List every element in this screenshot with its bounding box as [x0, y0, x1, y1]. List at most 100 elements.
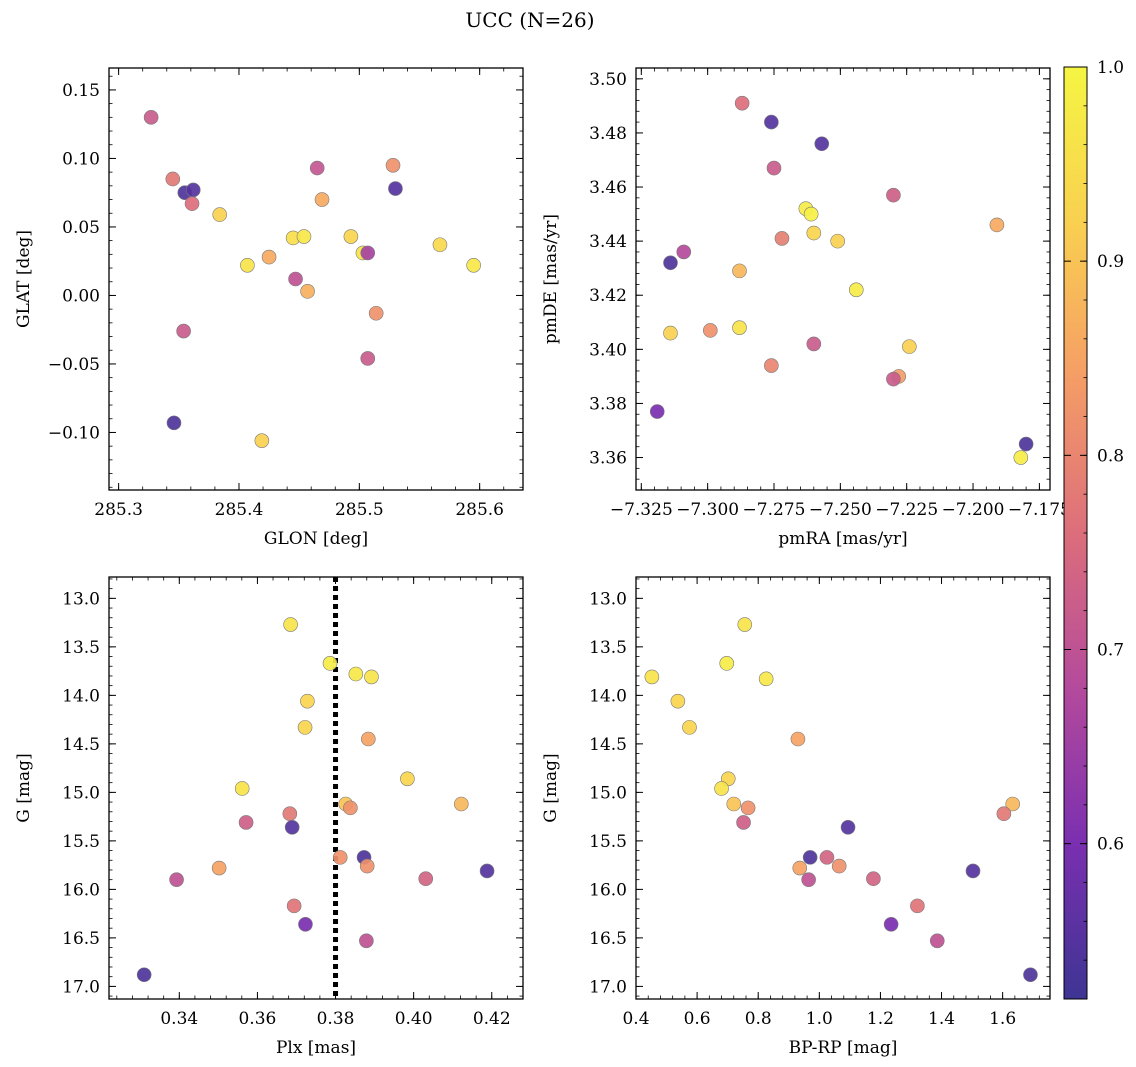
data-point — [803, 206, 819, 222]
data-point — [211, 860, 227, 876]
x-tick-label: 0.8 — [745, 1009, 772, 1029]
data-point — [732, 320, 747, 335]
y-tick-label: 14.5 — [62, 735, 100, 755]
data-point — [314, 192, 330, 207]
data-point — [719, 656, 735, 671]
data-point — [212, 207, 228, 222]
data-point — [234, 781, 250, 796]
axes-frame — [108, 67, 524, 491]
y-axis-label: G [mag] — [14, 753, 34, 822]
data-point — [802, 850, 818, 865]
y-tick-label: 0.10 — [62, 149, 100, 169]
data-point — [136, 967, 152, 983]
y-tick-label: 0.05 — [62, 218, 100, 238]
data-point — [298, 917, 313, 932]
data-point — [714, 781, 729, 796]
data-point — [726, 796, 742, 812]
y-tick-label: 15.0 — [62, 783, 100, 803]
colorbar: 0.6 0.7 0.8 0.9 1.0 — [1063, 58, 1124, 1000]
x-tick-label: −7.250 — [809, 500, 872, 520]
data-point — [766, 160, 782, 176]
data-point — [866, 871, 881, 887]
colorbar-ticks: 0.6 0.7 0.8 0.9 1.0 — [1064, 58, 1124, 1000]
data-point — [361, 731, 376, 747]
data-point — [359, 858, 375, 874]
data-point — [286, 898, 302, 914]
y-tick-label: 3.46 — [589, 178, 627, 198]
data-point — [360, 351, 376, 366]
x-axis-label: BP-RP [mag] — [789, 1038, 898, 1058]
panel-glon-glat: 285.3 285.4 285.5 285.6 −0.10 −0.05 0.00 0.05 0.… — [14, 67, 524, 549]
data-point — [343, 800, 358, 816]
data-point — [283, 617, 298, 632]
axes-frame — [635, 576, 1051, 1000]
data-point — [309, 160, 325, 176]
y-tick-label: 13.5 — [62, 638, 100, 658]
data-point — [703, 323, 718, 338]
data-point — [364, 669, 379, 685]
colorbar-tick-label: 0.7 — [1097, 641, 1124, 661]
y-tick-label: 15.5 — [62, 832, 100, 852]
data-point — [1023, 967, 1038, 983]
colorbar-tick-label: 1.0 — [1097, 58, 1124, 78]
data-point — [902, 339, 917, 354]
panel-pmra-pmde: −7.325 −7.300 −7.275 −7.250 −7.225 −7.200 −7.1… — [541, 67, 1071, 549]
data-point — [296, 229, 312, 244]
y-tick-label: −0.05 — [48, 355, 100, 375]
x-tick-label: 285.4 — [215, 500, 264, 520]
x-tick-label: 0.4 — [622, 1009, 649, 1029]
data-point — [774, 231, 790, 246]
data-point — [360, 245, 376, 261]
data-point — [388, 181, 403, 196]
data-point — [300, 284, 315, 299]
y-tick-label: 14.0 — [589, 686, 627, 706]
data-point — [297, 720, 313, 735]
y-tick-label: 16.5 — [589, 929, 627, 949]
x-tick-label: 0.42 — [473, 1009, 511, 1029]
axes-frame — [108, 576, 524, 1000]
x-tick-label: 1.4 — [928, 1009, 955, 1029]
data-point — [368, 305, 384, 321]
data-point — [886, 371, 901, 387]
x-tick-label: −7.200 — [942, 500, 1005, 520]
data-point — [732, 263, 747, 279]
data-point — [644, 669, 660, 685]
y-tick-label: 3.48 — [589, 124, 627, 144]
y-tick-label: 0.15 — [62, 81, 100, 101]
data-point — [989, 217, 1005, 233]
y-tick-label: 14.5 — [589, 735, 627, 755]
data-point — [996, 806, 1012, 822]
data-point — [848, 282, 864, 298]
panel-plx-g: 0.34 0.36 0.38 0.40 0.42 13.0 13.5 14.0 14.5 15.0… — [14, 576, 524, 1058]
data-point — [282, 806, 298, 822]
y-axis-label: GLAT [deg] — [14, 230, 34, 328]
data-point — [185, 182, 201, 198]
data-point — [284, 819, 300, 835]
data-point — [479, 863, 495, 879]
data-point — [322, 656, 338, 671]
y-tick-label: 13.0 — [62, 589, 100, 609]
y-tick-label: 3.42 — [589, 286, 627, 306]
y-tick-label: 15.0 — [589, 783, 627, 803]
data-point — [1013, 450, 1029, 465]
data-point — [736, 815, 751, 830]
data-point — [801, 872, 816, 887]
x-tick-label: 0.34 — [160, 1009, 198, 1029]
y-tick-label: 15.5 — [589, 832, 627, 852]
x-axis-label: GLON [deg] — [264, 529, 368, 549]
colorbar-tick-label: 0.6 — [1097, 835, 1124, 855]
figure-title: UCC (N=26) — [465, 8, 594, 32]
data-point — [790, 731, 806, 747]
x-tick-label: −7.275 — [743, 500, 806, 520]
data-point — [737, 617, 753, 632]
x-tick-label: 0.40 — [395, 1009, 433, 1029]
y-tick-label: 3.40 — [589, 340, 627, 360]
x-tick-label: 1.0 — [806, 1009, 833, 1029]
data-point — [670, 693, 686, 709]
data-point — [240, 257, 255, 273]
axes-frame — [635, 67, 1051, 491]
x-tick-label: 1.6 — [989, 1009, 1016, 1029]
data-point — [359, 933, 374, 949]
y-tick-label: 13.5 — [589, 638, 627, 658]
